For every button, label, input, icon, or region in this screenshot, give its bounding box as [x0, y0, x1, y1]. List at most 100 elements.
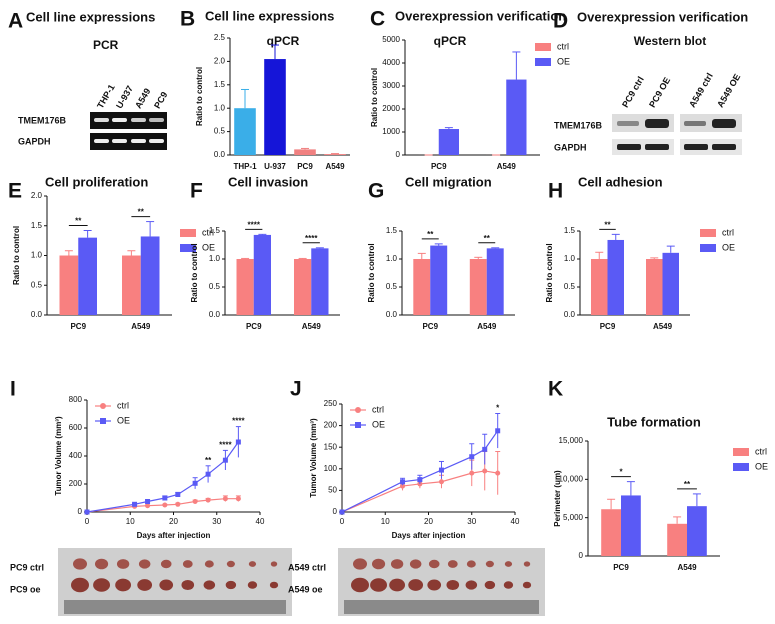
bar	[140, 236, 160, 315]
significance-label: ****	[305, 234, 318, 243]
panel-subtitle: PCR	[93, 38, 119, 52]
y-tick-label: 2000	[382, 104, 400, 113]
y-tick-label: 50	[328, 486, 337, 495]
panel-letter: J	[290, 378, 302, 401]
y-tick-label: 5000	[382, 35, 400, 44]
ruler	[64, 600, 286, 614]
data-point	[84, 509, 90, 515]
x-tick-label: A549	[677, 563, 697, 572]
x-tick-label: A549	[325, 162, 345, 171]
significance-label: **	[138, 208, 145, 217]
panel-title: Cell line expressions	[26, 9, 155, 24]
tumor	[181, 579, 195, 591]
x-tick-label: PC9	[431, 162, 447, 171]
legend-marker	[100, 403, 106, 409]
x-tick-label: 10	[381, 517, 390, 526]
y-axis-label: Ratio to control	[12, 226, 21, 285]
x-tick-label: PC9	[70, 322, 86, 331]
x-tick-label: 20	[169, 517, 178, 526]
gel-column: A549	[133, 87, 152, 111]
photo-label: PC9 ctrl	[10, 562, 44, 572]
panel-title: Cell migration	[405, 174, 492, 189]
y-axis-label: Ratio to control	[545, 243, 554, 302]
legend-label: ctrl	[117, 400, 129, 410]
significance-label: **	[427, 230, 434, 239]
blot-row: GAPDH	[554, 142, 587, 152]
tumor	[159, 579, 174, 591]
data-point	[482, 446, 488, 452]
legend-swatch	[180, 244, 196, 252]
tumor	[225, 580, 237, 590]
bar	[122, 255, 141, 315]
panel-letter: D	[553, 10, 568, 33]
significance-label: **	[75, 217, 82, 226]
bar	[234, 108, 256, 155]
tumor	[73, 558, 87, 570]
bar	[662, 252, 679, 315]
bar	[486, 248, 504, 315]
gel-column: THP-1	[95, 83, 117, 111]
y-tick-label: 0.0	[209, 310, 221, 319]
y-tick-label: 1.5	[564, 226, 576, 235]
x-tick-label: PC9	[613, 563, 629, 572]
y-tick-label: 1.5	[31, 221, 43, 230]
x-axis-label: Days after injection	[392, 531, 466, 540]
gel	[90, 112, 167, 150]
significance-label: ****	[219, 441, 232, 450]
y-tick-label: 0	[78, 507, 83, 516]
y-tick-label: 3000	[382, 81, 400, 90]
y-tick-label: 0.0	[214, 150, 226, 159]
photo-label: PC9 oe	[10, 584, 41, 594]
y-tick-label: 0.5	[564, 282, 576, 291]
y-tick-label: 1000	[382, 127, 400, 136]
x-tick-label: PC9	[246, 322, 262, 331]
x-tick-label: A549	[653, 322, 673, 331]
tumor	[94, 558, 109, 570]
significance-label: **	[604, 220, 611, 229]
gel-row: TMEM176B	[18, 115, 67, 125]
significance-label: *	[619, 468, 623, 477]
tumor	[182, 560, 193, 568]
data-point	[175, 492, 181, 497]
gel-column: U-937	[114, 84, 135, 110]
y-tick-label: 600	[69, 423, 83, 432]
gel-row: GAPDH	[18, 136, 51, 146]
bar	[236, 259, 254, 315]
tumor	[160, 559, 172, 569]
ruler	[344, 600, 539, 614]
bar	[687, 506, 707, 556]
tumor	[446, 579, 460, 591]
tumor	[428, 559, 440, 569]
bar	[264, 59, 286, 156]
bar	[324, 154, 346, 155]
x-tick-label: 0	[340, 517, 345, 526]
panel-title: Tube formation	[607, 414, 701, 429]
tumor	[71, 577, 89, 593]
photo-label: A549 oe	[288, 584, 323, 594]
legend-swatch	[700, 244, 716, 252]
tumor	[353, 558, 367, 570]
panel-letter: E	[8, 180, 22, 203]
x-tick-label: PC9	[422, 322, 438, 331]
y-tick-label: 15,000	[559, 436, 584, 445]
tumor	[485, 560, 494, 568]
y-tick-label: 0.0	[31, 310, 43, 319]
legend-label: ctrl	[557, 41, 569, 51]
y-tick-label: 1.0	[209, 254, 221, 263]
x-tick-label: A549	[497, 162, 517, 171]
legend-swatch	[700, 229, 716, 237]
legend-label: ctrl	[372, 404, 384, 414]
data-point	[339, 509, 345, 515]
bar	[667, 523, 687, 556]
y-tick-label: 0.0	[564, 310, 576, 319]
data-point	[192, 499, 198, 504]
tumor	[137, 579, 153, 591]
tumor	[203, 580, 216, 590]
x-tick-label: 20	[424, 517, 433, 526]
x-tick-label: THP-1	[233, 162, 257, 171]
photo-label: A549 ctrl	[288, 562, 326, 572]
legend-label: OE	[372, 419, 385, 429]
data-point	[469, 454, 475, 460]
y-tick-label: 1.5	[214, 80, 226, 89]
